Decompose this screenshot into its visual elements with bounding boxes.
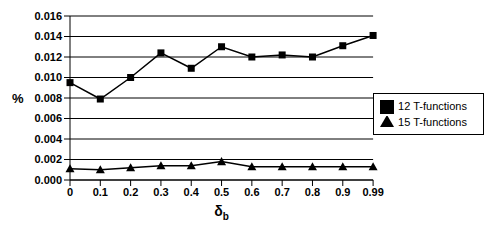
svg-text:0.9: 0.9 [335,186,350,198]
svg-text:0.004: 0.004 [34,133,62,145]
svg-text:0.000: 0.000 [34,174,62,186]
svg-text:0.7: 0.7 [275,186,290,198]
svg-text:0.008: 0.008 [34,92,62,104]
html-text:12 T-functions: 12 T-functions [398,99,467,112]
svg-text:%: % [12,91,24,106]
html-text:15 T-functions: 15 T-functions [398,116,467,128]
svg-text:0.012: 0.012 [34,51,62,63]
svg-text:δb: δb [214,203,229,220]
svg-text:0.1: 0.1 [93,186,108,198]
svg-text:0.010: 0.010 [34,71,62,83]
svg-text:0.2: 0.2 [123,186,138,198]
svg-text:0.006: 0.006 [34,112,62,124]
svg-text:0.016: 0.016 [34,10,62,22]
svg-text:0: 0 [67,186,73,198]
svg-text:0.8: 0.8 [305,186,320,198]
svg-text:0.6: 0.6 [244,186,259,198]
svg-text:0.5: 0.5 [214,186,229,198]
svg-text:0.3: 0.3 [153,186,168,198]
svg-text:0.014: 0.014 [34,30,62,42]
svg-text:0.4: 0.4 [184,186,200,198]
svg-text:0.99: 0.99 [362,186,383,198]
svg-text:0.002: 0.002 [34,153,62,165]
